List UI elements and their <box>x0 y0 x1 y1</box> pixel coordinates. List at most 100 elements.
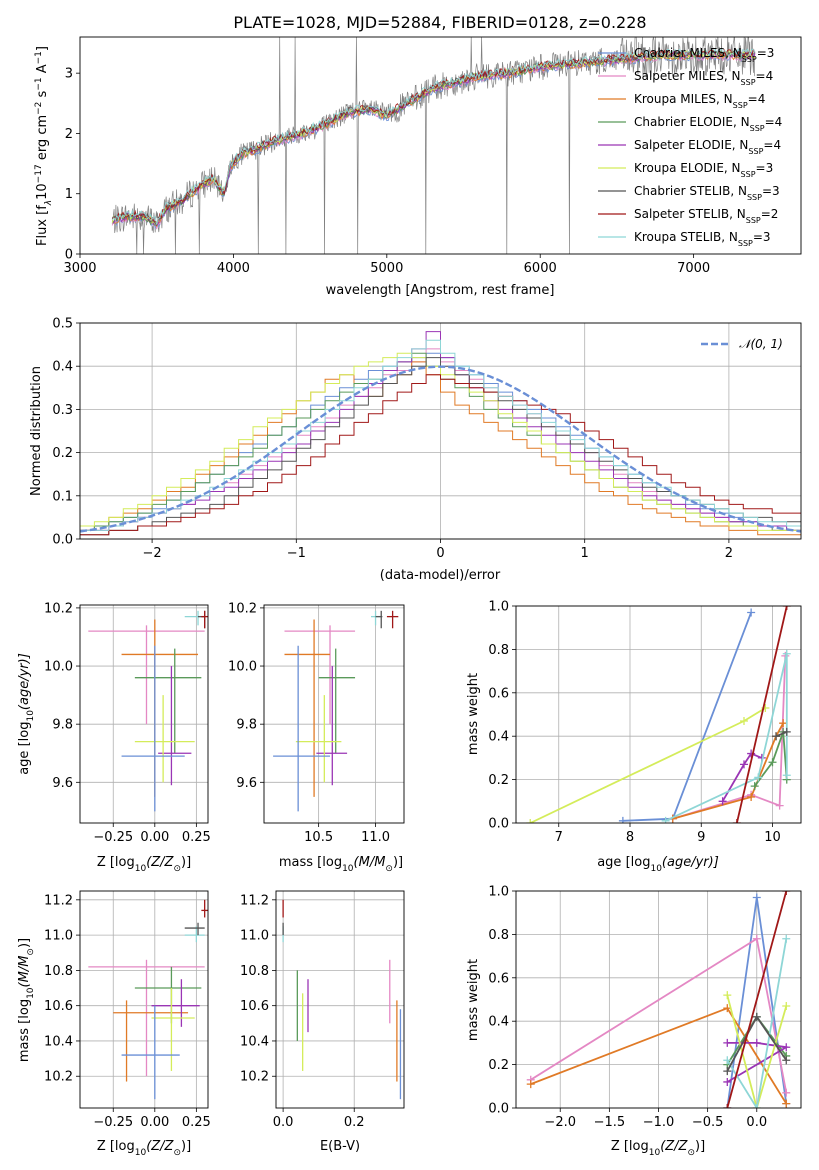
weight-marker <box>750 782 759 791</box>
y-axis-label: Normed distribution <box>29 366 44 496</box>
legend-label: Chabrier ELODIE, NSSP=4 <box>634 115 782 133</box>
y-tick-label: 10.2 <box>44 601 73 616</box>
x-tick-label: 0 <box>436 546 444 561</box>
weight-marker <box>782 649 791 658</box>
weight-marker <box>782 891 791 895</box>
x-tick-label: 6000 <box>524 261 557 276</box>
y-tick-label: 0.8 <box>488 643 509 658</box>
y-tick-label: 9.8 <box>236 718 257 733</box>
legend-label: Kroupa STELIB, NSSP=3 <box>634 230 771 248</box>
x-tick-label: 4000 <box>217 261 250 276</box>
weight-marker <box>782 771 791 780</box>
y-tick-label: 9.6 <box>52 776 73 791</box>
x-tick-label: −0.25 <box>93 1115 133 1130</box>
y-tick-label: 0.6 <box>488 971 509 986</box>
weight-vs-metallicity-panel: −2.0 −1.5 −1.0 −0.5 0.0 0.0 0.2 0.4 0.6 0.8 1.0 Z [… <box>466 885 802 1158</box>
weight-marker <box>740 760 748 769</box>
weight-marker <box>775 801 784 810</box>
weight-marker <box>723 1038 732 1047</box>
plot-area <box>80 331 801 536</box>
x-tick-label: 3000 <box>63 261 96 276</box>
weight-marker <box>782 1043 791 1052</box>
x-tick-label: 8 <box>626 830 634 845</box>
weight-marker <box>526 819 535 823</box>
weight-marker <box>782 1088 791 1097</box>
weight-marker <box>782 727 791 736</box>
axes-frame <box>275 890 405 1109</box>
x-tick-label: −1 <box>287 546 306 561</box>
plot-area <box>111 37 756 254</box>
weight-marker <box>752 893 761 902</box>
y-tick-label: 0.8 <box>488 928 509 943</box>
weight-line <box>753 731 788 787</box>
x-axis-label: Z [log10(Z/Z⊙)] <box>97 855 191 874</box>
weight-marker <box>723 1104 732 1108</box>
x-tick-label: 0.25 <box>182 1115 211 1130</box>
x-tick-label: 11.0 <box>361 830 390 845</box>
histogram-series <box>80 331 801 531</box>
x-tick-label: 0.2 <box>344 1115 365 1130</box>
weight-marker <box>754 773 763 782</box>
weight-marker <box>747 792 756 801</box>
age-vs-mass-panel: 10.5 11.0 9.6 9.8 10.0 10.2 mass [log10(M/M⊙)] <box>228 601 405 874</box>
y-tick-label: 0.4 <box>488 1015 509 1030</box>
y-tick-label: 10.4 <box>240 1034 269 1049</box>
spectrum-panel: 3000 4000 5000 6000 7000 0 1 2 3 Chabrier MILES, … <box>34 36 802 298</box>
age-vs-metallicity-panel: −0.25 0.00 0.25 9.6 9.8 10.0 10.2 Z [log10(Z/Z⊙… <box>17 601 211 874</box>
y-tick-label: 1 <box>65 187 73 202</box>
x-tick-label: 10 <box>764 830 781 845</box>
legend-label: Salpeter ELODIE, NSSP=4 <box>634 138 781 156</box>
weight-line <box>672 655 787 820</box>
x-tick-label: 5000 <box>370 261 403 276</box>
weight-marker <box>723 1077 732 1086</box>
x-tick-label: 0.00 <box>140 830 169 845</box>
y-axis-label: Flux [fλ10−17 erg cm−2 s−1 A−1] <box>34 46 54 246</box>
x-axis-label: Z [log10(Z/Z⊙)] <box>611 1139 705 1158</box>
plot-area <box>526 606 791 823</box>
y-tick-label: 0.2 <box>488 1058 509 1073</box>
x-tick-label: −0.5 <box>692 1115 724 1130</box>
weight-line <box>672 722 784 820</box>
y-tick-label: 1.0 <box>488 885 509 900</box>
x-tick-label: 9 <box>697 830 705 845</box>
weight-line <box>726 994 788 1108</box>
y-tick-label: 11.0 <box>44 929 73 944</box>
weight-marker <box>752 1104 761 1108</box>
model-spectrum <box>111 48 756 225</box>
x-axis-label: age [log10(age/yr)] <box>597 855 719 874</box>
y-tick-label: 0.0 <box>488 817 509 832</box>
x-tick-label: 10.5 <box>304 830 333 845</box>
legend-label: Chabrier STELIB, NSSP=3 <box>634 184 780 202</box>
weight-marker <box>747 608 756 617</box>
weight-marker <box>747 749 756 758</box>
weight-marker <box>718 797 727 806</box>
legend-label: 𝒩(0, 1) <box>739 337 783 351</box>
y-tick-label: 10.6 <box>240 999 269 1014</box>
y-tick-label: 10.8 <box>240 964 269 979</box>
x-tick-label: 0.00 <box>140 1115 169 1130</box>
axes-frame <box>515 890 802 1109</box>
weight-marker <box>661 816 670 823</box>
y-tick-label: 3 <box>65 67 73 82</box>
figure-title: PLATE=1028, MJD=52884, FIBERID=0128, z=0… <box>233 13 646 32</box>
y-axis-label: mass weight <box>466 959 481 1041</box>
weight-line <box>665 653 788 822</box>
y-tick-label: 10.0 <box>44 660 73 675</box>
axes-frame <box>79 890 209 1109</box>
x-tick-label: −1.5 <box>594 1115 626 1130</box>
axes-frame <box>79 322 802 540</box>
legend-label: Kroupa MILES, NSSP=4 <box>634 92 765 110</box>
y-tick-label: 0.4 <box>488 730 509 745</box>
gaussian-curve <box>80 365 801 533</box>
axes-frame <box>263 604 405 824</box>
weight-marker <box>782 606 791 610</box>
y-tick-label: 0.5 <box>52 317 73 332</box>
x-axis-label: wavelength [Angstrom, rest frame] <box>326 283 555 298</box>
weight-marker <box>526 1080 535 1089</box>
y-tick-label: 10.0 <box>228 660 257 675</box>
weight-line <box>529 707 766 823</box>
y-tick-label: 1.0 <box>488 600 509 615</box>
axes-frame <box>79 36 802 255</box>
y-axis-label: mass [log10(M/M⊙)] <box>17 938 36 1062</box>
